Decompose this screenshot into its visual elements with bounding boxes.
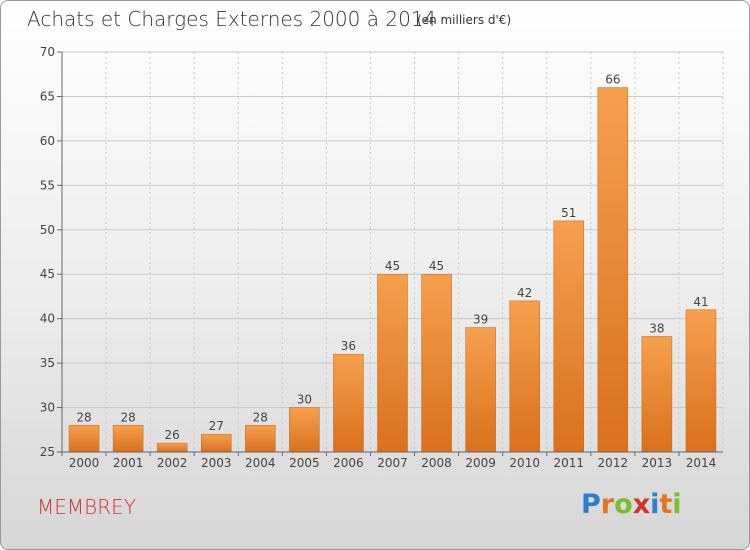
data-label: 39 — [473, 313, 488, 327]
logo-letter: r — [601, 489, 614, 520]
data-label: 51 — [561, 206, 576, 220]
x-tick-label: 2014 — [686, 456, 717, 470]
bar-2003 — [201, 434, 231, 452]
y-tick-label: 35 — [40, 356, 55, 370]
data-label: 66 — [605, 73, 620, 87]
commune-name: MEMBREY — [37, 495, 136, 519]
bar-2002 — [157, 443, 187, 452]
data-label: 45 — [385, 259, 400, 273]
data-label: 38 — [649, 321, 664, 335]
x-tick-label: 2003 — [201, 456, 232, 470]
bar-2011 — [554, 221, 584, 452]
x-tick-label: 2007 — [377, 456, 408, 470]
bar-2005 — [289, 408, 319, 452]
bar-2006 — [333, 354, 363, 452]
proxiti-logo: Proxiti — [581, 489, 682, 520]
data-label: 45 — [429, 259, 444, 273]
bar-2014 — [686, 310, 716, 452]
x-tick-label: 2012 — [598, 456, 629, 470]
data-label: 27 — [209, 419, 224, 433]
bar-chart: 28 28 26 27 28 30 36 45 45 39 42 51 66 38 41 25 30 35 40 4… — [1, 1, 750, 550]
logo-letter: i — [650, 489, 659, 520]
logo-letter: P — [581, 489, 601, 520]
x-tick-label: 2000 — [69, 456, 100, 470]
x-tick-label: 2002 — [157, 456, 188, 470]
y-tick-label: 70 — [40, 45, 55, 59]
x-tick-label: 2006 — [333, 456, 364, 470]
y-tick-label: 40 — [40, 312, 55, 326]
y-tick-label: 25 — [40, 445, 55, 459]
data-label: 26 — [165, 428, 180, 442]
bar-2000 — [69, 425, 99, 452]
data-label: 42 — [517, 286, 532, 300]
bar-2010 — [510, 301, 540, 452]
bar-2004 — [245, 425, 275, 452]
x-tick-label: 2013 — [642, 456, 673, 470]
data-label: 28 — [120, 410, 135, 424]
bar-2012 — [598, 88, 628, 452]
x-tick-label: 2001 — [113, 456, 144, 470]
logo-letter: i — [672, 489, 681, 520]
y-tick-label: 55 — [40, 178, 55, 192]
data-label: 28 — [76, 410, 91, 424]
x-tick-label: 2011 — [553, 456, 584, 470]
chart-frame: Achats et Charges Externes 2000 à 2014 (… — [0, 0, 750, 550]
x-tick-label: 2004 — [245, 456, 276, 470]
x-tick-label: 2008 — [421, 456, 452, 470]
data-label: 28 — [253, 410, 268, 424]
bar-2007 — [378, 274, 408, 452]
logo-letter: o — [614, 489, 633, 520]
logo-letter: t — [659, 489, 672, 520]
bar-2008 — [422, 274, 452, 452]
x-tick-label: 2010 — [509, 456, 540, 470]
y-tick-label: 65 — [40, 89, 55, 103]
bar-2001 — [113, 425, 143, 452]
y-tick-label: 45 — [40, 267, 55, 281]
logo-letter: x — [633, 489, 650, 520]
bar-2009 — [466, 328, 496, 452]
bars: 28 28 26 27 28 30 36 45 45 39 42 51 66 38 41 — [69, 73, 716, 452]
bar-2013 — [642, 336, 672, 452]
y-tick-label: 60 — [40, 134, 55, 148]
data-label: 30 — [297, 393, 312, 407]
x-tick-label: 2009 — [465, 456, 496, 470]
y-tick-label: 30 — [40, 401, 55, 415]
data-label: 41 — [693, 295, 708, 309]
y-tick-label: 50 — [40, 223, 55, 237]
x-tick-label: 2005 — [289, 456, 320, 470]
data-label: 36 — [341, 339, 356, 353]
